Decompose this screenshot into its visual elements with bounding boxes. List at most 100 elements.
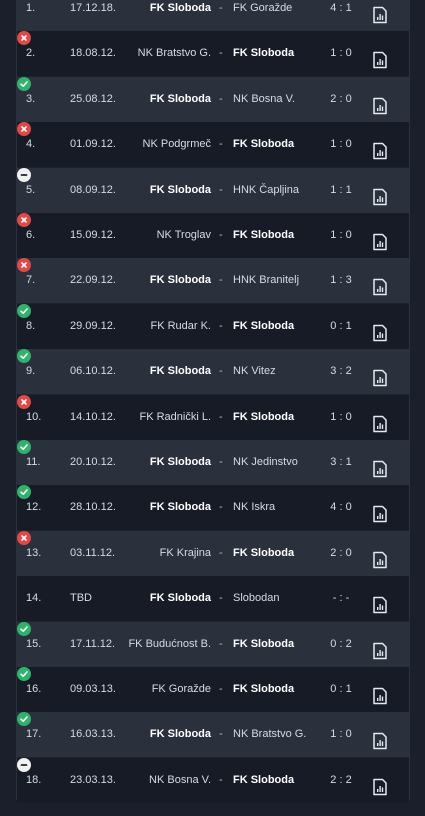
- stats-icon: [373, 733, 387, 750]
- match-row: 16. 09.03.13. FK Goražde - FK Sloboda 0 …: [17, 667, 409, 712]
- home-team: FK Radnički L.: [139, 410, 211, 423]
- stats-icon: [373, 460, 387, 478]
- stats-icon: [373, 142, 387, 160]
- match-date: 17.12.18.: [70, 2, 116, 14]
- match-number: 6.: [26, 229, 36, 241]
- vs-dash: -: [219, 728, 223, 741]
- home-team: FK Sloboda: [149, 183, 211, 196]
- match-score: 4 : 0: [330, 501, 352, 514]
- stats-icon: [373, 369, 387, 387]
- home-team: NK Troglav: [156, 229, 211, 241]
- check-icon: [17, 440, 31, 454]
- stats-button[interactable]: [372, 181, 388, 205]
- stats-button[interactable]: [372, 226, 388, 251]
- away-team: FK Sloboda: [233, 773, 295, 786]
- match-score: 2 : 0: [330, 546, 352, 559]
- stats-icon: [373, 687, 387, 705]
- match-number: 1.: [26, 2, 36, 14]
- vs-dash: -: [219, 92, 223, 105]
- stats-button[interactable]: [372, 635, 388, 659]
- home-team: NK Podgrmeč: [142, 138, 211, 151]
- match-number: 12.: [26, 501, 42, 514]
- stats-button[interactable]: [372, 725, 388, 750]
- vs-dash: -: [219, 637, 223, 650]
- stats-button[interactable]: [372, 44, 388, 69]
- stats-icon: [373, 6, 387, 24]
- stats-button[interactable]: [372, 589, 388, 614]
- x-icon: [17, 122, 31, 137]
- vs-dash: -: [219, 138, 223, 151]
- match-date: 16.03.13.: [70, 728, 116, 741]
- away-team: NK Iskra: [233, 501, 276, 514]
- match-score: 1 : 1: [330, 183, 352, 196]
- vs-dash: -: [219, 2, 223, 14]
- match-row: 13. 03.11.12. FK Krajina - FK Sloboda 2 …: [17, 530, 409, 576]
- home-team: FK Sloboda: [149, 365, 211, 378]
- stats-button[interactable]: [372, 408, 388, 432]
- vs-dash: -: [219, 592, 223, 605]
- match-score: - : -: [332, 592, 350, 605]
- match-score: 1 : 0: [330, 47, 352, 60]
- match-date: 22.09.12.: [70, 274, 116, 287]
- match-number: 18.: [26, 773, 42, 786]
- x-icon: [17, 31, 31, 46]
- stats-icon: [373, 279, 387, 296]
- match-number: 3.: [26, 92, 36, 105]
- stats-icon: [373, 324, 387, 342]
- stats-icon: [373, 596, 387, 614]
- stats-button[interactable]: [372, 317, 388, 342]
- vs-dash: -: [219, 365, 223, 378]
- vs-dash: -: [219, 410, 223, 423]
- match-row: 7. 22.09.12. FK Sloboda - HNK Branitelj …: [17, 258, 409, 304]
- match-row: 18. 23.03.13. NK Bosna V. - FK Sloboda 2…: [17, 757, 409, 803]
- match-number: 4.: [26, 138, 36, 151]
- match-score: 2 : 0: [330, 92, 352, 105]
- minus-icon: [17, 167, 31, 182]
- match-number: 8.: [26, 319, 36, 332]
- match-score: 1 : 3: [330, 274, 352, 287]
- home-team: FK Sloboda: [149, 456, 211, 468]
- home-team: FK Goražde: [151, 683, 211, 695]
- match-date: 09.03.13.: [70, 683, 116, 695]
- match-score: 3 : 2: [330, 365, 352, 378]
- match-number: 9.: [26, 365, 36, 378]
- away-team: FK Sloboda: [233, 546, 295, 559]
- stats-icon: [373, 52, 387, 69]
- match-number: 5.: [26, 183, 36, 196]
- stats-button[interactable]: [372, 771, 388, 796]
- match-date: 17.11.12.: [70, 637, 116, 650]
- match-date: 06.10.12.: [70, 365, 116, 378]
- match-number: 13.: [26, 546, 42, 559]
- match-score: 4 : 1: [330, 2, 352, 14]
- away-team: FK Sloboda: [233, 683, 295, 695]
- away-team: HNK Čapljina: [233, 183, 300, 196]
- check-icon: [17, 621, 31, 636]
- match-row: 5. 08.09.12. FK Sloboda - HNK Čapljina 1…: [17, 167, 409, 213]
- stats-icon: [373, 188, 387, 205]
- stats-button[interactable]: [372, 90, 388, 115]
- stats-button[interactable]: [372, 0, 388, 24]
- x-icon: [17, 394, 31, 409]
- stats-button[interactable]: [372, 680, 388, 705]
- match-score: 0 : 1: [330, 319, 352, 332]
- home-team: FK Sloboda: [149, 2, 211, 14]
- vs-dash: -: [219, 501, 223, 514]
- check-icon: [17, 712, 31, 727]
- away-team: FK Sloboda: [233, 319, 295, 332]
- x-icon: [17, 258, 31, 273]
- stats-button[interactable]: [372, 362, 388, 387]
- home-team: FK Sloboda: [149, 501, 211, 514]
- away-team: HNK Branitelj: [233, 274, 300, 287]
- match-row: 3. 25.08.12. FK Sloboda - NK Bosna V. 2 …: [17, 76, 409, 122]
- stats-button[interactable]: [372, 271, 388, 296]
- minus-icon: [17, 757, 31, 772]
- stats-icon: [373, 551, 387, 569]
- match-row: 8. 29.09.12. FK Rudar K. - FK Sloboda 0 …: [17, 303, 409, 349]
- away-team: NK Jedinstvo: [233, 456, 298, 468]
- stats-button[interactable]: [372, 498, 388, 523]
- stats-button[interactable]: [372, 453, 388, 478]
- stats-button[interactable]: [372, 135, 388, 160]
- home-team: FK Sloboda: [149, 274, 211, 287]
- stats-button[interactable]: [372, 544, 388, 569]
- away-team: FK Sloboda: [233, 138, 295, 151]
